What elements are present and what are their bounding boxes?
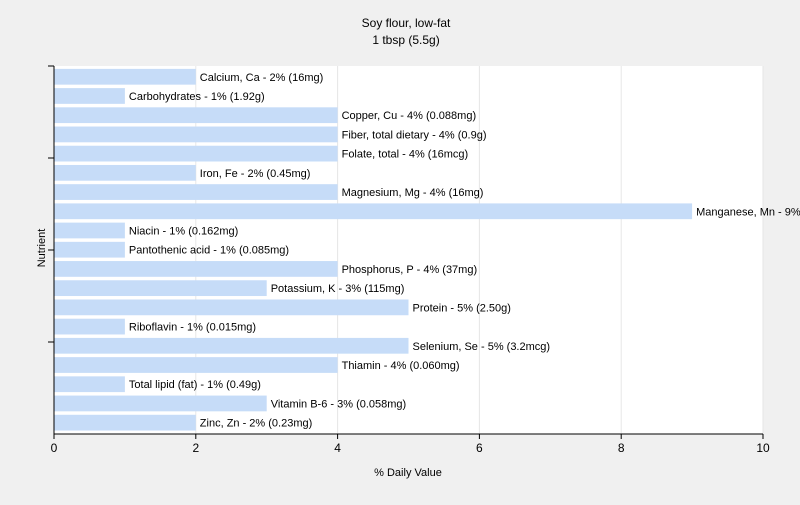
bar xyxy=(54,414,196,431)
bar xyxy=(54,107,338,124)
data-labels: Calcium, Ca - 2% (16mg) Carbohydrates - 1… xyxy=(129,72,800,430)
bar xyxy=(54,376,125,393)
bar-label: Potassium, K - 3% (115mg) xyxy=(271,283,405,295)
bar-label: Calcium, Ca - 2% (16mg) xyxy=(200,72,323,84)
bar-label: Pantothenic acid - 1% (0.085mg) xyxy=(129,245,289,257)
chart-title: Soy flour, low-fat xyxy=(362,16,451,30)
bar-label: Manganese, Mn - 9% (0.173mg) xyxy=(696,206,800,218)
bar xyxy=(54,126,338,143)
bar-label: Iron, Fe - 2% (0.45mg) xyxy=(200,168,311,180)
bar xyxy=(54,145,338,162)
x-tick-label: 0 xyxy=(51,441,58,455)
bar-label: Zinc, Zn - 2% (0.23mg) xyxy=(200,418,312,430)
bar xyxy=(54,222,125,239)
bar-label: Total lipid (fat) - 1% (0.49g) xyxy=(129,379,261,391)
x-axis-ticks: 0 2 4 6 8 10 xyxy=(51,434,770,455)
bar-label: Selenium, Se - 5% (3.2mcg) xyxy=(413,341,551,353)
bar-label: Fiber, total dietary - 4% (0.9g) xyxy=(342,129,487,141)
bar-label: Riboflavin - 1% (0.015mg) xyxy=(129,322,256,334)
bar xyxy=(54,261,338,277)
bar-label: Phosphorus, P - 4% (37mg) xyxy=(342,264,478,276)
bar-label: Copper, Cu - 4% (0.088mg) xyxy=(342,110,477,122)
axes xyxy=(48,65,763,435)
bar xyxy=(54,337,409,354)
bar-label: Vitamin B-6 - 3% (0.058mg) xyxy=(271,398,407,410)
bar xyxy=(54,184,338,200)
bar-label: Thiamin - 4% (0.060mg) xyxy=(342,360,460,372)
bar xyxy=(54,395,267,412)
bar-label: Carbohydrates - 1% (1.92g) xyxy=(129,91,265,103)
y-axis-label: Nutrient xyxy=(36,229,48,268)
bar xyxy=(54,299,409,316)
bar xyxy=(54,241,125,258)
bar-label: Folate, total - 4% (16mcg) xyxy=(342,149,469,161)
bar-label: Niacin - 1% (0.162mg) xyxy=(129,225,238,237)
chart-subtitle: 1 tbsp (5.5g) xyxy=(372,33,439,47)
bar xyxy=(54,68,196,85)
x-tick-label: 2 xyxy=(192,441,199,455)
x-tick-label: 10 xyxy=(756,441,770,455)
bar-label: Magnesium, Mg - 4% (16mg) xyxy=(342,187,484,199)
x-tick-label: 8 xyxy=(618,441,625,455)
bar xyxy=(54,203,693,220)
x-tick-label: 6 xyxy=(476,441,483,455)
x-axis-label: % Daily Value xyxy=(374,467,442,479)
x-tick-label: 4 xyxy=(334,441,341,455)
bar xyxy=(54,88,125,104)
bar xyxy=(54,318,125,335)
bar xyxy=(54,357,338,373)
bars xyxy=(54,68,693,431)
bar xyxy=(54,164,196,181)
bar-label: Protein - 5% (2.50g) xyxy=(413,302,511,314)
bar xyxy=(54,280,267,297)
